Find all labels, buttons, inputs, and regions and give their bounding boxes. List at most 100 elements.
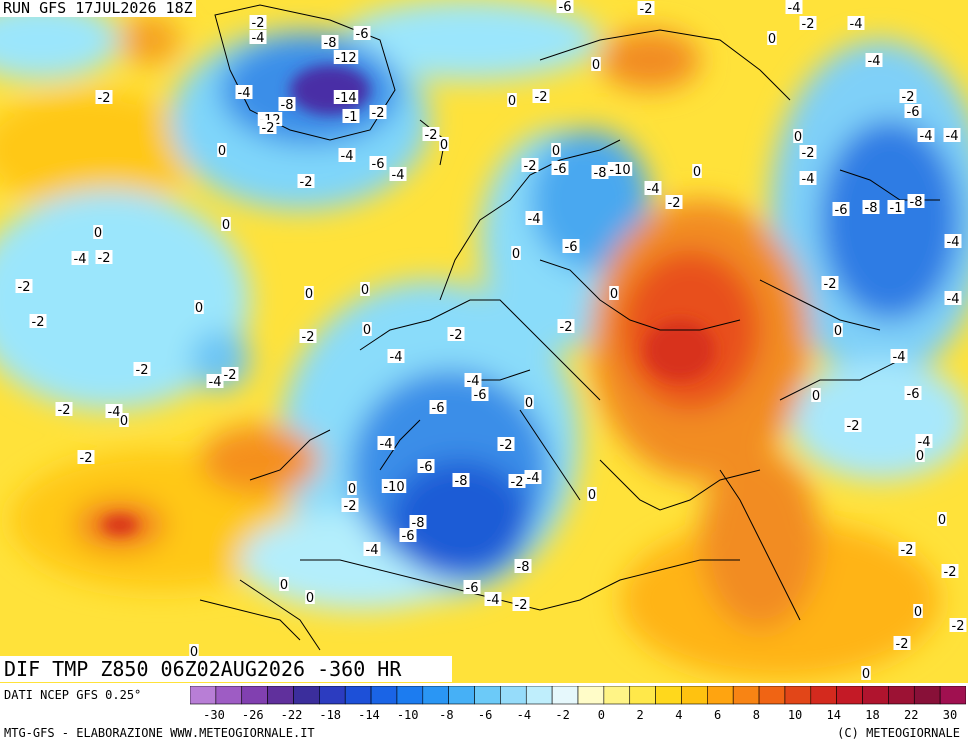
isotherm-label: -2	[521, 158, 539, 174]
svg-text:0: 0	[916, 449, 924, 464]
svg-text:-2: -2	[302, 330, 315, 345]
isotherm-label: 0	[360, 282, 370, 298]
svg-text:-8: -8	[455, 474, 468, 489]
colorbar-bin	[707, 686, 734, 705]
svg-text:-2: -2	[262, 121, 275, 136]
colorbar-bin	[784, 686, 812, 705]
isotherm-label: -8	[591, 165, 609, 181]
isotherm-label: -2	[512, 597, 530, 613]
colorbar-bin	[474, 686, 501, 705]
isotherm-label: -2	[341, 498, 359, 514]
isotherm-label: 0	[189, 644, 199, 660]
svg-text:-4: -4	[868, 54, 881, 69]
colorbar-bin	[655, 686, 682, 705]
svg-text:0: 0	[914, 605, 922, 620]
isotherm-label: -4	[464, 373, 482, 389]
svg-text:-2: -2	[824, 277, 837, 292]
isotherm-label: 0	[511, 246, 521, 262]
svg-text:0: 0	[693, 165, 701, 180]
svg-text:-2: -2	[952, 619, 965, 634]
svg-text:-6: -6	[554, 162, 567, 177]
svg-text:-8: -8	[517, 560, 530, 575]
isotherm-label: -2	[899, 89, 917, 105]
svg-text:-4: -4	[390, 350, 403, 365]
colorbar-bin	[732, 686, 760, 705]
colorbar-bin	[551, 686, 579, 705]
isotherm-label: 0	[305, 590, 315, 606]
svg-text:0: 0	[552, 144, 560, 159]
temperature-anomaly-map: -2-4-6-2-4-2-40-8-6-12-4-4-8-14-2-12-1-2…	[0, 0, 968, 683]
isotherm-label: -2	[637, 1, 655, 17]
isotherm-label: -4	[387, 349, 405, 365]
isotherm-label: -2	[893, 636, 911, 652]
isotherm-label: 0	[507, 93, 517, 109]
isotherm-label: -6	[471, 387, 489, 403]
svg-text:-2: -2	[344, 499, 357, 514]
svg-text:-8: -8	[324, 36, 337, 51]
svg-text:-4: -4	[946, 129, 959, 144]
isotherm-label: -4	[785, 0, 803, 16]
colorbar-bin	[836, 686, 863, 705]
svg-text:0: 0	[812, 389, 820, 404]
svg-text:-2: -2	[80, 451, 93, 466]
colorbar-tick-label: 18	[865, 708, 880, 722]
svg-text:-4: -4	[920, 129, 933, 144]
isotherm-label: -2	[299, 329, 317, 345]
colorbar-bin	[862, 686, 889, 705]
svg-text:-6: -6	[835, 203, 848, 218]
colorbar-tick-label: -6	[477, 708, 493, 722]
colorbar-bin	[913, 686, 941, 705]
svg-text:-6: -6	[565, 240, 578, 255]
svg-text:-6: -6	[420, 460, 433, 475]
colorbar-bin	[267, 686, 294, 705]
isotherm-label: 0	[767, 31, 777, 47]
isotherm-label: -4	[644, 181, 662, 197]
svg-text:0: 0	[610, 287, 618, 302]
isotherm-label: -10	[381, 479, 407, 495]
isotherm-label: -1	[887, 200, 905, 216]
isotherm-label: -4	[363, 542, 381, 558]
isotherm-label: 0	[279, 577, 289, 593]
svg-text:-2: -2	[252, 16, 265, 31]
isotherm-label: 0	[347, 481, 357, 497]
isotherm-label: 0	[524, 395, 534, 411]
svg-text:-6: -6	[474, 388, 487, 403]
isotherm-label: 0	[692, 164, 702, 180]
isotherm-label: -8	[862, 200, 880, 216]
isotherm-label: 0	[861, 666, 871, 682]
svg-text:-4: -4	[850, 17, 863, 32]
isotherm-label: -4	[249, 30, 267, 46]
isotherm-label: -2	[221, 367, 239, 383]
colorbar-bin	[370, 686, 398, 705]
isotherm-label: -2	[941, 564, 959, 580]
svg-text:-6: -6	[432, 401, 445, 416]
svg-text:-4: -4	[528, 212, 541, 227]
svg-text:-2: -2	[902, 90, 915, 105]
isotherm-label: -2	[422, 127, 440, 143]
isotherm-label: -4	[524, 470, 542, 486]
svg-text:-4: -4	[527, 471, 540, 486]
colorbar-bin	[681, 686, 708, 705]
isotherm-label: -2	[532, 89, 550, 105]
isotherm-label: -6	[399, 528, 417, 544]
isotherm-label: -4	[484, 592, 502, 608]
svg-text:0: 0	[348, 482, 356, 497]
svg-text:0: 0	[794, 130, 802, 145]
isotherm-label: -4	[389, 167, 407, 183]
isotherm-label: -2	[508, 474, 526, 490]
svg-text:-1: -1	[890, 201, 903, 216]
isotherm-label: 0	[587, 487, 597, 503]
svg-text:-2: -2	[450, 328, 463, 343]
svg-text:-2: -2	[425, 128, 438, 143]
colorbar-bin	[525, 686, 553, 705]
colorbar-tick-label: -18	[319, 708, 342, 722]
isotherm-label: 0	[93, 225, 103, 241]
colorbar-tick-label: 14	[826, 708, 842, 722]
isotherm-label: -2	[259, 120, 277, 136]
svg-text:-8: -8	[594, 166, 607, 181]
colorbar-bin	[758, 686, 786, 705]
isotherm-label: -4	[799, 171, 817, 187]
isotherm-label: -4	[943, 128, 961, 144]
svg-text:-2: -2	[98, 251, 111, 266]
colorbar-tick-label: 22	[904, 708, 919, 722]
